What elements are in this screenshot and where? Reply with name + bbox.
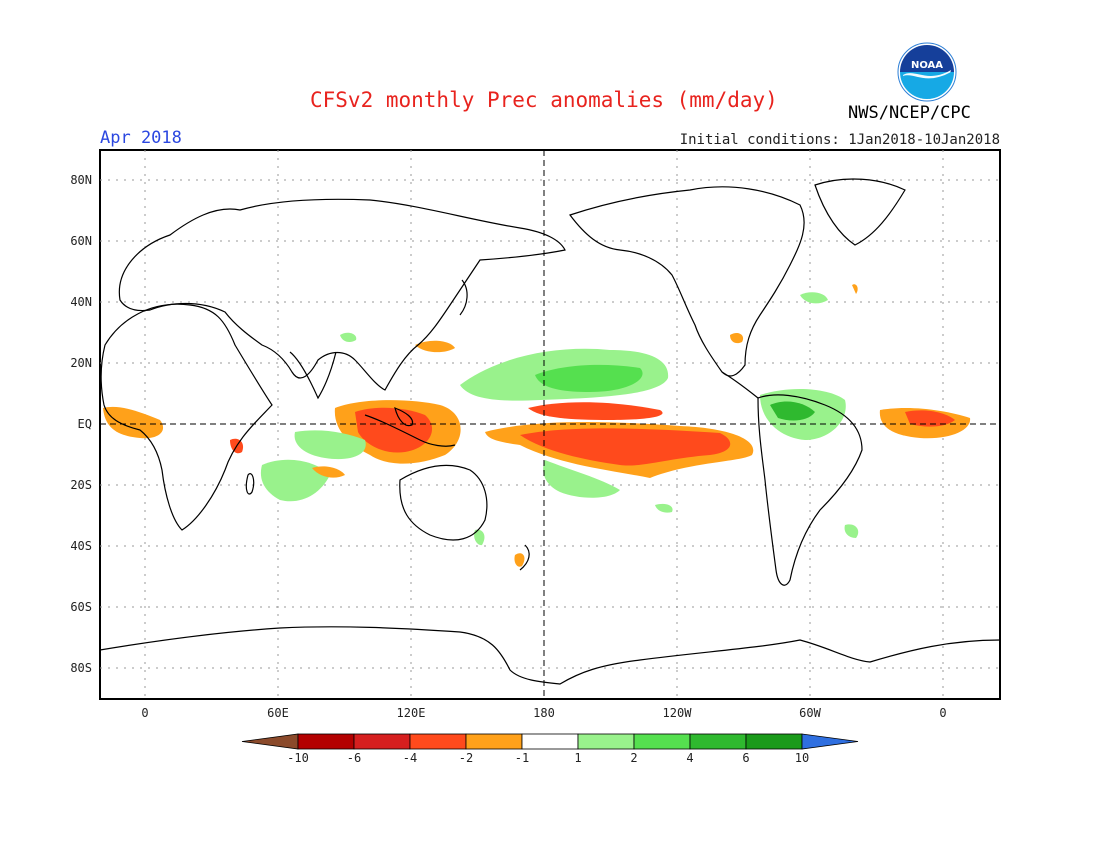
noaa-logo-text: NOAA — [911, 60, 943, 71]
colorbar-segment — [689, 733, 747, 750]
lat-labels: 80N 60N 40N 20N EQ 20S 40S 60S 80S — [70, 173, 92, 675]
colorbar-segment — [465, 733, 523, 750]
lat-label: 40S — [70, 539, 92, 553]
coastlines — [99, 178, 1001, 685]
lat-label: 80N — [70, 173, 92, 187]
australia-outline — [399, 464, 488, 541]
anomaly-fields — [103, 284, 971, 567]
colorbar-segment — [409, 733, 467, 750]
colorbar-tick-label: -6 — [347, 751, 361, 765]
forecast-month: Apr 2018 — [100, 128, 182, 148]
indian-wet — [294, 430, 366, 460]
lon-labels: 0 60E 120E 180 120W 60W 0 — [141, 706, 946, 720]
lat-label: 40N — [70, 295, 92, 309]
colorbar: -10 -6 -4 -2 -1 1 2 4 6 10 — [241, 733, 859, 765]
north-america-outline — [569, 186, 805, 377]
indian-wet-south — [260, 459, 330, 502]
pacific-dry-north — [528, 402, 663, 420]
colorbar-tick-label: -10 — [287, 751, 309, 765]
colorbar-segment — [297, 733, 355, 750]
lon-label: 120W — [663, 706, 693, 720]
colorbar-segment — [745, 733, 803, 750]
pacific-dry-core — [520, 428, 731, 466]
lon-label: 120E — [397, 706, 426, 720]
colorbar-segment — [521, 733, 579, 750]
colorbar-segment — [241, 733, 299, 750]
eurasia-outline — [118, 198, 566, 391]
colorbar-segment — [577, 733, 635, 750]
colorbar-tick-label: 4 — [686, 751, 693, 765]
greenland-outline — [814, 178, 906, 246]
page-title: CFSv2 monthly Prec anomalies (mm/day) — [310, 88, 778, 112]
south-america-outline — [757, 394, 863, 586]
colorbar-tick-label: 2 — [630, 751, 637, 765]
lat-label: 60S — [70, 600, 92, 614]
colorbar-tick-label: -1 — [515, 751, 529, 765]
colorbar-segment — [633, 733, 691, 750]
s-america-wet-core — [770, 401, 815, 421]
org-label: NWS/NCEP/CPC — [848, 103, 971, 123]
initial-conditions: Initial conditions: 1Jan2018-10Jan2018 — [679, 132, 1000, 148]
atlantic-dry-core — [905, 410, 955, 427]
pacific-wet-core — [535, 364, 643, 392]
colorbar-tick-label: 1 — [574, 751, 581, 765]
lon-label: 0 — [141, 706, 148, 720]
lat-label: 20S — [70, 478, 92, 492]
antarctica-outline — [99, 626, 1001, 685]
lon-label: 60W — [799, 706, 821, 720]
colorbar-tick-label: -2 — [459, 751, 473, 765]
colorbar-tick-label: 6 — [742, 751, 749, 765]
w-africa-dry — [103, 406, 164, 439]
colorbar-segment — [801, 733, 859, 750]
lat-label: EQ — [78, 417, 92, 431]
colorbar-tick-label: -4 — [403, 751, 417, 765]
lat-label: 80S — [70, 661, 92, 675]
s-pacific-wet — [543, 460, 620, 498]
lat-label: 20N — [70, 356, 92, 370]
lon-label: 60E — [267, 706, 289, 720]
colorbar-segment — [353, 733, 411, 750]
colorbar-tick-label: 10 — [795, 751, 809, 765]
noaa-logo: NOAA — [897, 42, 957, 102]
lon-label: 180 — [533, 706, 555, 720]
lon-label: 0 — [939, 706, 946, 720]
lat-label: 60N — [70, 234, 92, 248]
africa-outline — [100, 303, 273, 531]
